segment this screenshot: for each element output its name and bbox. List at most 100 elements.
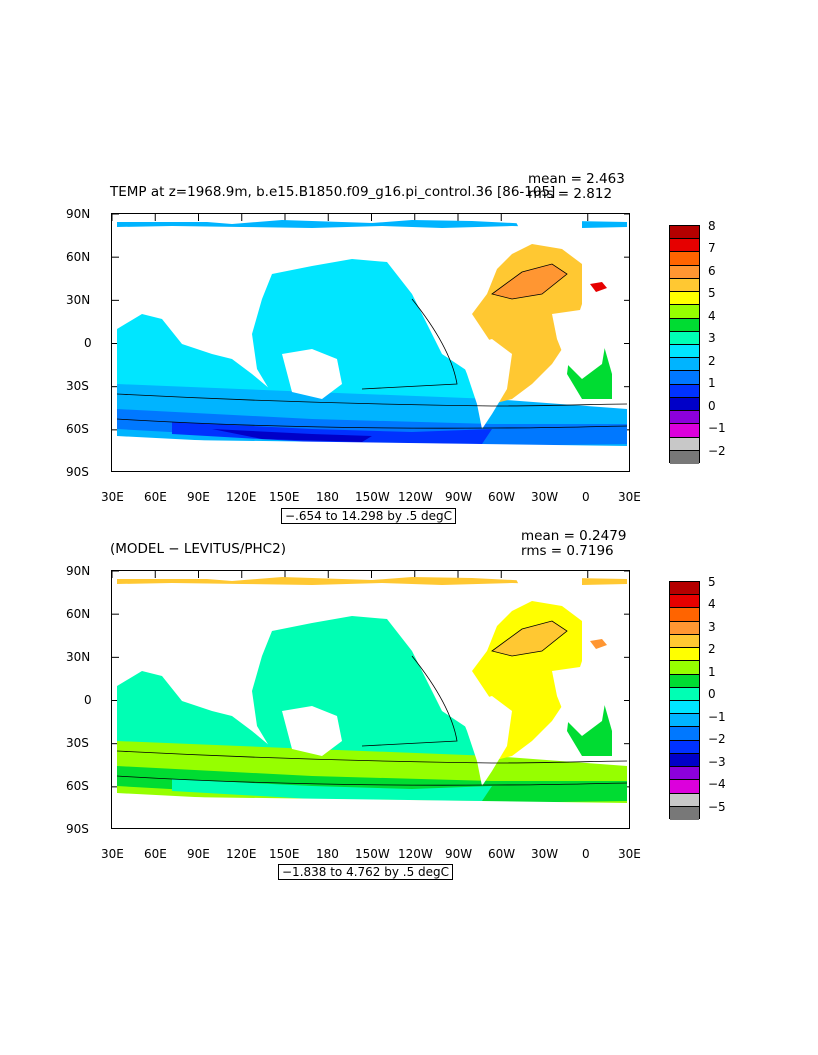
colorbar-segment bbox=[670, 582, 699, 596]
bottom-xtick-120e: 120E bbox=[226, 847, 257, 861]
top-xtick-90e: 90E bbox=[187, 490, 210, 504]
top-xtick-60w: 60W bbox=[488, 490, 516, 504]
bottom-xtick-150w: 150W bbox=[355, 847, 390, 861]
africa-landmass bbox=[552, 309, 607, 379]
colorbar-label: 0 bbox=[708, 687, 716, 702]
bottom-xtick-0: 0 bbox=[582, 847, 590, 861]
colorbar-segment bbox=[670, 621, 699, 635]
arctic-ocean bbox=[117, 220, 627, 228]
top-map-frame bbox=[111, 213, 630, 472]
bottom-xtick-150e: 150E bbox=[269, 847, 300, 861]
colorbar-label: 0 bbox=[708, 398, 716, 413]
top-ytick-30s: 30S bbox=[66, 379, 89, 393]
bottom-xtick-30w: 30W bbox=[531, 847, 559, 861]
bottom-ytick-90n: 90N bbox=[66, 564, 91, 578]
top-contour-range-label: −.654 to 14.298 by .5 degC bbox=[281, 508, 457, 524]
colorbar-segment bbox=[670, 806, 699, 820]
colorbar-segment bbox=[670, 648, 699, 662]
contour-line bbox=[116, 393, 628, 407]
africa-landmass bbox=[552, 666, 607, 736]
colorbar-label: 7 bbox=[708, 241, 716, 256]
bottom-ytick-90s: 90S bbox=[66, 822, 89, 836]
contour-line bbox=[116, 750, 628, 764]
colorbar-label: −1 bbox=[708, 709, 726, 724]
colorbar-segment bbox=[670, 292, 699, 306]
colorbar-label: 5 bbox=[708, 575, 716, 589]
mediterranean-patch bbox=[590, 282, 607, 292]
colorbar-segment bbox=[670, 634, 699, 649]
arctic-ocean bbox=[117, 577, 627, 585]
bottom-xtick-120w: 120W bbox=[398, 847, 433, 861]
top-xtick-180: 180 bbox=[316, 490, 339, 504]
colorbar-segment bbox=[670, 780, 699, 794]
colorbar-label: 4 bbox=[708, 308, 716, 323]
bottom-xtick-60e: 60E bbox=[144, 847, 167, 861]
colorbar-segment bbox=[670, 753, 699, 768]
colorbar-segment bbox=[670, 661, 699, 675]
bottom-title: (MODEL − LEVITUS/PHC2) bbox=[110, 541, 286, 557]
bottom-ytick-60n: 60N bbox=[66, 607, 91, 621]
colorbar-segment bbox=[670, 252, 699, 266]
colorbar-label: 3 bbox=[708, 619, 716, 634]
colorbar-segment bbox=[670, 595, 699, 609]
australia-landmass bbox=[282, 349, 342, 399]
colorbar-segment bbox=[670, 674, 699, 688]
colorbar-label: 1 bbox=[708, 376, 716, 391]
southern-ocean-band bbox=[172, 779, 492, 801]
asia-landmass bbox=[142, 264, 242, 332]
top-title: TEMP at z=1968.9m, b.e15.B1850.f09_g16.p… bbox=[110, 184, 556, 200]
colorbar-segment bbox=[670, 437, 699, 451]
bottom-mean-label: mean = 0.2479 bbox=[521, 528, 627, 544]
top-xtick-120e: 120E bbox=[226, 490, 257, 504]
top-xtick-150w: 150W bbox=[355, 490, 390, 504]
antarctica-landmass bbox=[112, 439, 627, 471]
mediterranean-patch bbox=[590, 639, 607, 649]
southern-ocean-band bbox=[172, 422, 492, 444]
colorbar-label: −1 bbox=[708, 421, 726, 436]
north-atlantic-core bbox=[491, 620, 568, 657]
southern-ocean-band bbox=[212, 429, 372, 442]
colorbar-segment bbox=[670, 450, 699, 464]
contour-line bbox=[361, 655, 458, 747]
colorbar-label: −4 bbox=[708, 777, 726, 792]
greenland-landmass bbox=[512, 214, 582, 249]
colorbar-segment bbox=[670, 305, 699, 319]
colorbar-segment bbox=[670, 687, 699, 701]
colorbar-segment bbox=[670, 371, 699, 385]
bottom-rms-label: rms = 0.7196 bbox=[521, 543, 614, 559]
top-rms-label: rms = 2.812 bbox=[528, 186, 613, 202]
colorbar-label: 1 bbox=[708, 664, 716, 679]
antarctica-landmass bbox=[112, 796, 627, 828]
contour-line bbox=[116, 775, 628, 786]
colorbar-segment bbox=[670, 740, 699, 754]
top-xtick-30w: 30W bbox=[531, 490, 559, 504]
colorbar-label: 2 bbox=[708, 642, 716, 657]
colorbar-label: 3 bbox=[708, 331, 716, 346]
bottom-ytick-30s: 30S bbox=[66, 736, 89, 750]
top-ytick-60n: 60N bbox=[66, 250, 91, 264]
south-america-landmass bbox=[457, 696, 512, 786]
colorbar-segment bbox=[670, 793, 699, 807]
colorbar-segment bbox=[670, 265, 699, 279]
colorbar-label: −3 bbox=[708, 754, 726, 769]
bottom-xtick-90e: 90E bbox=[187, 847, 210, 861]
colorbar-segment bbox=[670, 608, 699, 622]
top-ytick-60s: 60S bbox=[66, 422, 89, 436]
colorbar-label: −5 bbox=[708, 799, 726, 814]
colorbar-segment bbox=[670, 424, 699, 438]
colorbar-segment bbox=[670, 331, 699, 345]
top-xtick-150e: 150E bbox=[269, 490, 300, 504]
colorbar-segment bbox=[670, 714, 699, 728]
bottom-ytick-60s: 60S bbox=[66, 779, 89, 793]
colorbar-label: −2 bbox=[708, 732, 726, 747]
top-xtick-0: 0 bbox=[582, 490, 590, 504]
bottom-ytick-30n: 30N bbox=[66, 650, 91, 664]
bottom-map-frame bbox=[111, 570, 630, 829]
top-xtick-30e: 30E bbox=[101, 490, 124, 504]
top-ytick-30n: 30N bbox=[66, 293, 91, 307]
top-colorbar bbox=[669, 225, 700, 464]
bottom-ytick-0: 0 bbox=[84, 693, 92, 707]
north-america-landmass bbox=[412, 239, 492, 314]
asia-landmass bbox=[142, 621, 242, 689]
top-mean-label: mean = 2.463 bbox=[528, 171, 625, 187]
